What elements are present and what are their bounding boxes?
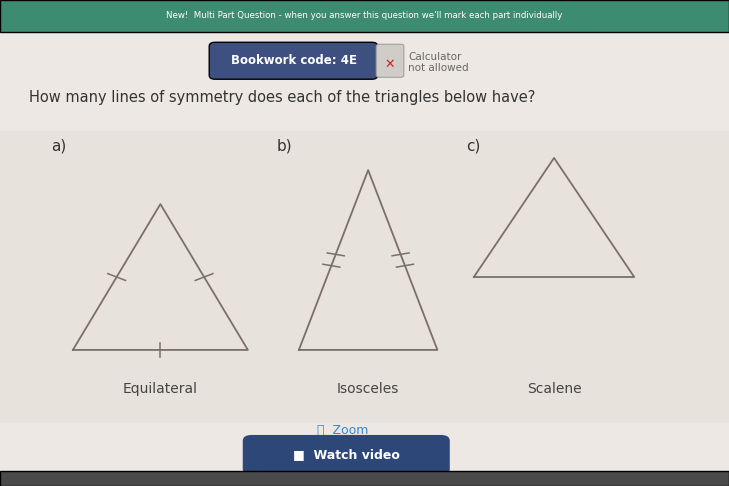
FancyBboxPatch shape	[470, 131, 729, 423]
Text: New!  Multi Part Question - when you answer this question we'll mark each part i: New! Multi Part Question - when you answ…	[166, 11, 563, 20]
Text: c): c)	[467, 139, 481, 153]
Text: ✕: ✕	[385, 58, 395, 70]
Text: b): b)	[277, 139, 292, 153]
Text: Scalene: Scalene	[527, 382, 581, 396]
Text: Isosceles: Isosceles	[337, 382, 399, 396]
Text: not allowed: not allowed	[408, 63, 469, 73]
FancyBboxPatch shape	[209, 42, 378, 79]
Text: 🔍  Zoom: 🔍 Zoom	[317, 424, 368, 436]
Text: Equilateral: Equilateral	[123, 382, 198, 396]
Text: Calculator: Calculator	[408, 52, 461, 62]
Text: ■  Watch video: ■ Watch video	[293, 449, 399, 461]
FancyBboxPatch shape	[259, 131, 474, 423]
FancyBboxPatch shape	[0, 131, 266, 423]
FancyBboxPatch shape	[0, 0, 729, 32]
FancyBboxPatch shape	[0, 471, 729, 486]
Text: How many lines of symmetry does each of the triangles below have?: How many lines of symmetry does each of …	[29, 90, 536, 104]
Text: Bookwork code: 4E: Bookwork code: 4E	[231, 54, 356, 67]
Text: a): a)	[51, 139, 66, 153]
FancyBboxPatch shape	[243, 435, 450, 475]
FancyBboxPatch shape	[376, 44, 404, 77]
